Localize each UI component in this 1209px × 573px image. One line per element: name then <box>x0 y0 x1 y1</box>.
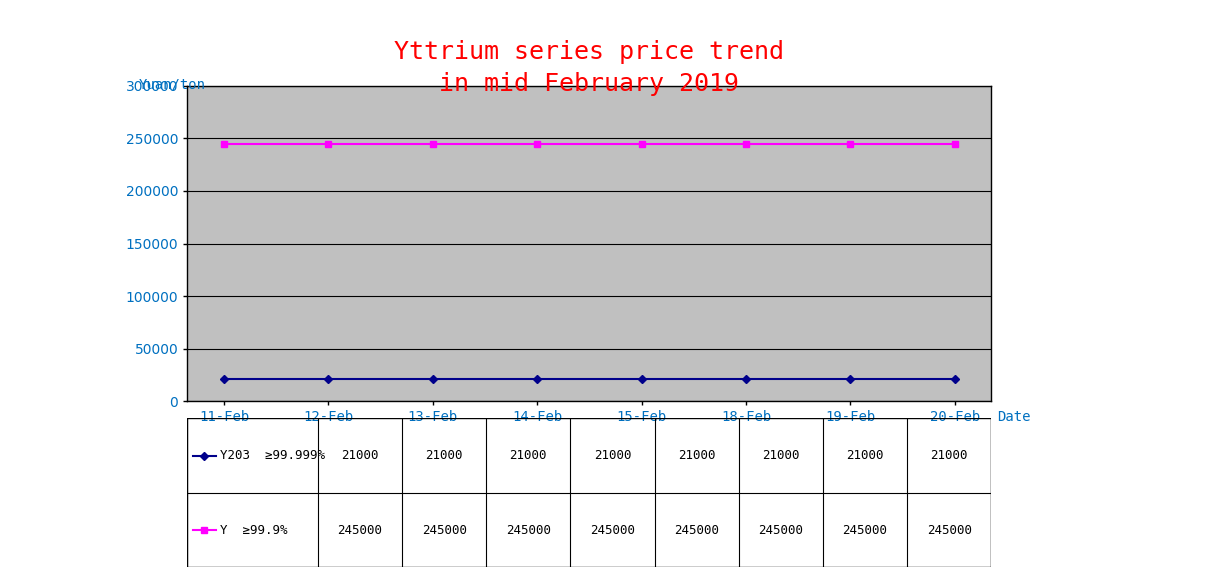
Text: 21000: 21000 <box>678 449 716 462</box>
Text: 245000: 245000 <box>422 524 467 536</box>
Text: 21000: 21000 <box>931 449 968 462</box>
Text: Date: Date <box>997 410 1031 423</box>
Text: 21000: 21000 <box>594 449 631 462</box>
Text: Y  ≥99.9%: Y ≥99.9% <box>220 524 288 536</box>
Text: 245000: 245000 <box>758 524 804 536</box>
Text: 245000: 245000 <box>675 524 719 536</box>
Text: 21000: 21000 <box>341 449 378 462</box>
Text: 245000: 245000 <box>927 524 972 536</box>
Text: 245000: 245000 <box>843 524 887 536</box>
Text: Y203  ≥99.999%: Y203 ≥99.999% <box>220 449 325 462</box>
Text: 21000: 21000 <box>762 449 799 462</box>
Text: 245000: 245000 <box>590 524 635 536</box>
Text: 245000: 245000 <box>337 524 382 536</box>
Text: Yttrium series price trend
in mid February 2019: Yttrium series price trend in mid Februa… <box>394 40 785 96</box>
Text: Yuan/ton: Yuan/ton <box>139 77 206 91</box>
Text: 21000: 21000 <box>426 449 463 462</box>
Text: 21000: 21000 <box>846 449 884 462</box>
Text: 245000: 245000 <box>505 524 551 536</box>
Text: 21000: 21000 <box>510 449 548 462</box>
